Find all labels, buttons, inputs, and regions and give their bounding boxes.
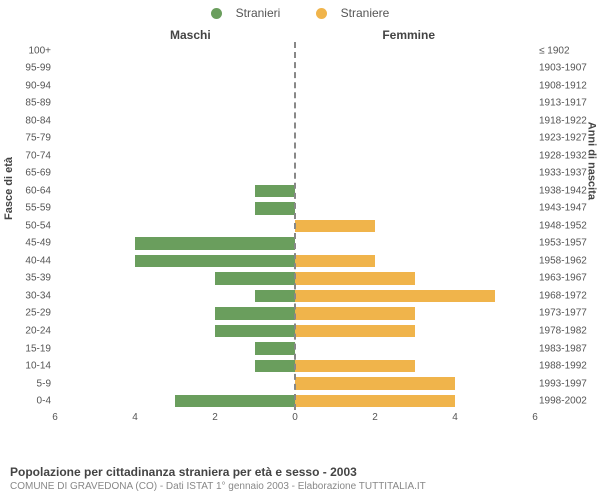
chart-subtitle: COMUNE DI GRAVEDONA (CO) - Dati ISTAT 1°… — [10, 481, 590, 492]
birth-year-label: 1923-1927 — [539, 133, 597, 144]
age-label: 95-99 — [7, 63, 51, 74]
plot-area: 100+≤ 190295-991903-190790-941908-191285… — [55, 42, 535, 428]
legend: Stranieri Straniere — [0, 6, 600, 22]
birth-year-label: 1948-1952 — [539, 220, 597, 231]
bar-female — [295, 360, 415, 372]
bar-female — [295, 220, 375, 232]
x-tick: 6 — [532, 412, 538, 423]
legend-label-female: Straniere — [341, 6, 390, 20]
chart-footer: Popolazione per cittadinanza straniera p… — [10, 465, 590, 492]
bar-female — [295, 377, 455, 389]
birth-year-label: 1928-1932 — [539, 150, 597, 161]
bar-female — [295, 307, 415, 319]
x-tick: 6 — [52, 412, 58, 423]
birth-year-label: 1918-1922 — [539, 115, 597, 126]
bar-male — [255, 342, 295, 354]
column-title-male: Maschi — [170, 28, 211, 42]
x-tick: 0 — [292, 412, 298, 423]
age-label: 25-29 — [7, 308, 51, 319]
bar-male — [215, 307, 295, 319]
birth-year-label: 1908-1912 — [539, 80, 597, 91]
bar-female — [295, 255, 375, 267]
age-label: 70-74 — [7, 150, 51, 161]
bar-male — [135, 255, 295, 267]
age-label: 40-44 — [7, 255, 51, 266]
birth-year-label: 1978-1982 — [539, 326, 597, 337]
x-tick: 2 — [372, 412, 378, 423]
bar-female — [295, 325, 415, 337]
age-label: 75-79 — [7, 133, 51, 144]
birth-year-label: 1988-1992 — [539, 361, 597, 372]
legend-swatch-male — [211, 8, 222, 19]
zero-line — [294, 42, 296, 410]
age-label: 20-24 — [7, 326, 51, 337]
birth-year-label: 1973-1977 — [539, 308, 597, 319]
age-label: 35-39 — [7, 273, 51, 284]
birth-year-label: 1968-1972 — [539, 290, 597, 301]
birth-year-label: 1998-2002 — [539, 396, 597, 407]
age-label: 50-54 — [7, 220, 51, 231]
age-label: 0-4 — [7, 396, 51, 407]
legend-item-female: Straniere — [308, 6, 398, 20]
bar-female — [295, 272, 415, 284]
age-label: 60-64 — [7, 185, 51, 196]
age-label: 65-69 — [7, 168, 51, 179]
birth-year-label: 1993-1997 — [539, 378, 597, 389]
bar-female — [295, 395, 455, 407]
birth-year-label: 1958-1962 — [539, 255, 597, 266]
age-label: 5-9 — [7, 378, 51, 389]
x-axis: 6 4 2 0 2 4 6 — [55, 410, 535, 428]
age-label: 55-59 — [7, 203, 51, 214]
age-label: 85-89 — [7, 98, 51, 109]
x-tick: 4 — [132, 412, 138, 423]
age-label: 100+ — [7, 45, 51, 56]
x-tick: 2 — [212, 412, 218, 423]
birth-year-label: 1938-1942 — [539, 185, 597, 196]
birth-year-label: 1933-1937 — [539, 168, 597, 179]
bar-male — [215, 272, 295, 284]
age-label: 30-34 — [7, 290, 51, 301]
legend-item-male: Stranieri — [203, 6, 289, 20]
bar-male — [215, 325, 295, 337]
legend-label-male: Stranieri — [236, 6, 281, 20]
bar-male — [255, 360, 295, 372]
bar-male — [255, 185, 295, 197]
population-pyramid-chart: Stranieri Straniere Maschi Femmine Fasce… — [0, 0, 600, 500]
age-label: 80-84 — [7, 115, 51, 126]
column-title-female: Femmine — [382, 28, 435, 42]
birth-year-label: 1983-1987 — [539, 343, 597, 354]
birth-year-label: 1903-1907 — [539, 63, 597, 74]
age-label: 10-14 — [7, 361, 51, 372]
birth-year-label: 1963-1967 — [539, 273, 597, 284]
birth-year-label: ≤ 1902 — [539, 45, 597, 56]
bar-male — [255, 202, 295, 214]
age-label: 45-49 — [7, 238, 51, 249]
bar-male — [255, 290, 295, 302]
birth-year-label: 1953-1957 — [539, 238, 597, 249]
bar-male — [175, 395, 295, 407]
birth-year-label: 1943-1947 — [539, 203, 597, 214]
chart-title: Popolazione per cittadinanza straniera p… — [10, 465, 590, 479]
age-label: 15-19 — [7, 343, 51, 354]
bar-female — [295, 290, 495, 302]
bar-male — [135, 237, 295, 249]
birth-year-label: 1913-1917 — [539, 98, 597, 109]
legend-swatch-female — [316, 8, 327, 19]
age-label: 90-94 — [7, 80, 51, 91]
x-tick: 4 — [452, 412, 458, 423]
